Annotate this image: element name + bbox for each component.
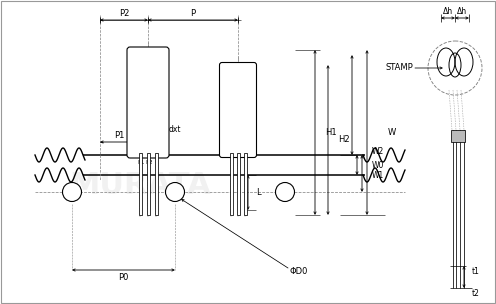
Text: P: P <box>190 9 195 18</box>
Circle shape <box>275 182 295 202</box>
Text: t2: t2 <box>472 288 480 298</box>
Bar <box>451 130 465 142</box>
Text: F2: F2 <box>145 161 153 165</box>
Text: W2: W2 <box>372 147 384 156</box>
Text: W0: W0 <box>372 161 384 170</box>
Text: Δh: Δh <box>443 8 453 16</box>
Text: H1: H1 <box>325 128 337 137</box>
Text: W: W <box>388 128 396 137</box>
Text: dxt: dxt <box>169 126 182 134</box>
Bar <box>138 153 141 215</box>
Text: P2: P2 <box>119 9 129 18</box>
Text: STAMP: STAMP <box>385 64 413 72</box>
FancyBboxPatch shape <box>127 47 169 158</box>
Bar <box>230 153 233 215</box>
Text: H2: H2 <box>338 136 350 144</box>
Bar <box>244 153 247 215</box>
Text: MURATA: MURATA <box>69 171 211 199</box>
Text: t1: t1 <box>472 267 480 275</box>
FancyBboxPatch shape <box>220 63 256 157</box>
Text: Δh: Δh <box>457 8 467 16</box>
Circle shape <box>166 182 185 202</box>
Text: W1: W1 <box>372 171 384 180</box>
Text: P1: P1 <box>114 130 124 140</box>
Text: ΦD0: ΦD0 <box>290 268 309 277</box>
Text: P0: P0 <box>119 274 128 282</box>
Text: F1: F1 <box>137 161 145 165</box>
Bar <box>146 153 149 215</box>
Text: H: H <box>219 133 225 142</box>
Text: L: L <box>256 188 260 197</box>
Circle shape <box>62 182 81 202</box>
Bar <box>154 153 158 215</box>
Bar <box>237 153 240 215</box>
